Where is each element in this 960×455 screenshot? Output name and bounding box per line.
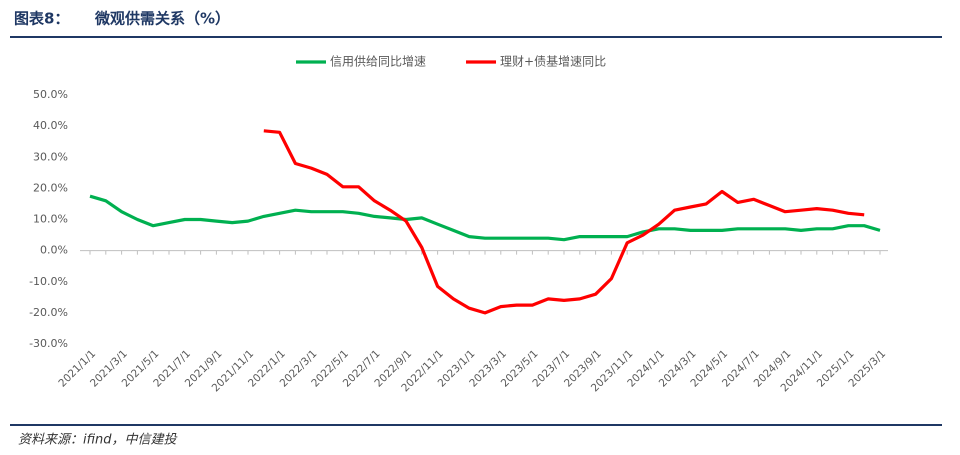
- chart-title: 微观供需关系（%）: [94, 10, 230, 28]
- y-tick-label: 0.0%: [40, 244, 68, 257]
- y-tick-label: 50.0%: [33, 88, 68, 101]
- series-line: [263, 129, 865, 315]
- y-tick-label: 40.0%: [33, 119, 68, 132]
- y-tick-label: 20.0%: [33, 181, 68, 194]
- figure-label: 图表8：: [14, 10, 69, 28]
- y-tick-label: 30.0%: [33, 150, 68, 163]
- legend-label: 信用供给同比增速: [330, 55, 426, 69]
- series-line: [89, 194, 881, 242]
- y-tick-label: -30.0%: [29, 337, 68, 350]
- source-note: 资料来源：ifind，中信建投: [18, 433, 178, 448]
- legend-label: 理财+债基增速同比: [500, 55, 606, 69]
- y-tick-label: -10.0%: [29, 275, 68, 288]
- y-tick-label: -20.0%: [29, 306, 68, 319]
- y-tick-label: 10.0%: [33, 213, 68, 226]
